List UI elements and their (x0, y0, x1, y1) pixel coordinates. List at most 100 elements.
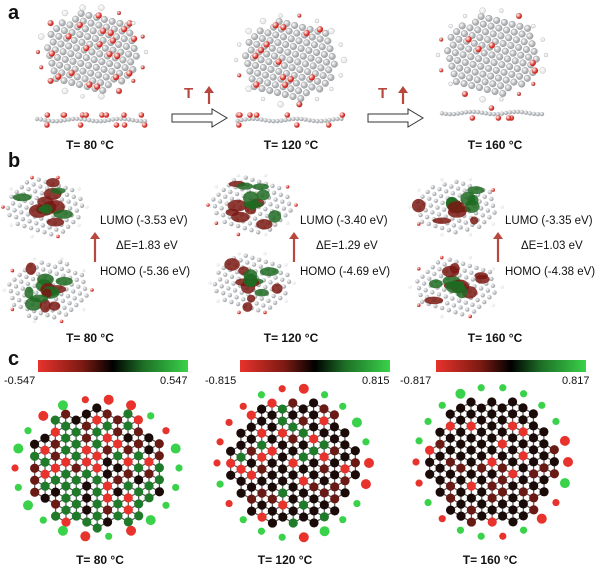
lumo-orbital-80-atom (7, 212, 12, 218)
molecule-a-80-edge-atom (131, 78, 136, 84)
homo-orbital-160-atom (416, 286, 422, 291)
charge-molecule-80-atom (51, 511, 61, 521)
charge-molecule-120-atom (226, 458, 236, 468)
molecule-a-80-edge-atom (80, 94, 85, 99)
charge-molecule-120-atom (319, 500, 329, 510)
lumo-orbital-160-atom (487, 215, 492, 220)
molecule-a-80-side-atom (46, 118, 52, 123)
molecule-a-160-carbon-atom (492, 66, 500, 74)
molecule-a-160-carbon-atom (525, 53, 533, 61)
charge-molecule-80-edge-atom (38, 410, 49, 421)
charge-molecule-120-atom (288, 410, 298, 420)
molecule-a-120-carbon-atom (289, 93, 297, 100)
lumo-orbital-120-atom (256, 179, 262, 185)
molecule-a-160-carbon-atom (497, 82, 505, 90)
molecule-a-160-carbon-atom (454, 57, 462, 64)
molecule-a-120-carbon-atom (265, 58, 273, 66)
molecule-a-120-carbon-atom (259, 64, 267, 71)
molecule-a-160-carbon-atom (474, 26, 482, 34)
molecule-a-120-carbon-atom (269, 73, 277, 81)
charge-molecule-120-atom (298, 428, 308, 438)
molecule-a-120-carbon-atom (254, 69, 262, 77)
molecule-a-160-carbon-atom (500, 18, 508, 26)
homo-orbital-120-lobe (246, 294, 256, 303)
molecule-a-120-side-atom (279, 118, 284, 123)
charge-molecule-160-atom (497, 475, 508, 485)
homo-orbital-160-lobe (456, 285, 468, 299)
lumo-orbital-80-atom (5, 206, 11, 211)
charge-molecule-80-atom (61, 469, 71, 479)
molecule-a-160-side-atom (483, 111, 489, 116)
molecule-a-120-oxygen-atom (252, 52, 259, 60)
charge-molecule-80-atom (71, 511, 81, 521)
lumo-orbital-120-lobe (252, 183, 269, 191)
charge-molecule-80-edge-atom (126, 400, 137, 411)
homo-orbital-160-atom (438, 273, 444, 279)
lumo-orbital-80-lobe (50, 187, 66, 194)
molecule-a-160-side-atom (539, 111, 545, 117)
molecule-a-80-carbon-atom (73, 44, 80, 52)
molecule-a-120-carbon-atom (267, 66, 275, 73)
lumo-orbital-80-edge-atom (85, 205, 89, 209)
molecule-a-160-carbon-atom (448, 62, 456, 70)
molecule-a-120-carbon-atom (328, 53, 336, 60)
lumo-orbital-120-atom (250, 177, 255, 182)
molecule-a-160-carbon-atom (494, 45, 502, 53)
charge-molecule-160-atom (518, 427, 528, 437)
molecule-a-160-carbon-atom (465, 45, 473, 53)
panel-c-letter: c (8, 348, 20, 370)
lumo-orbital-80-atom (54, 227, 59, 232)
molecule-a-80-carbon-atom (49, 38, 57, 46)
homo-orbital-80-atom (52, 264, 58, 270)
molecule-a-80-carbon-atom (57, 40, 65, 48)
charge-molecule-160-atom (497, 415, 507, 425)
charge-molecule-80-atom (82, 481, 92, 491)
homo-orbital-80-lobe (25, 262, 37, 275)
molecule-a-80-carbon-atom (68, 79, 76, 87)
charge-molecule-120-atom (246, 434, 256, 444)
lumo-orbital-80-lobe (46, 217, 65, 227)
lumo-orbital-120-edge-atom (294, 203, 298, 207)
homo-orbital-120-lobe (242, 302, 253, 312)
gap-label-120: ΔE=1.29 eV (316, 240, 378, 252)
charge-molecule-80-atom (71, 487, 81, 497)
lumo-orbital-160-atom (440, 200, 445, 206)
molecule-a-120-oxygen-atom (275, 58, 282, 65)
molecule-a-120-carbon-atom (298, 73, 306, 81)
charge-molecule-120-atom (247, 506, 257, 516)
molecule-a-160-carbon-atom (460, 30, 468, 38)
homo-orbital-160-atom (433, 303, 438, 309)
molecule-a-160-edge-atom (516, 91, 522, 97)
charge-molecule-160-edge-atom (415, 437, 423, 445)
lumo-orbital-80-atom (14, 189, 19, 195)
lumo-orbital-160-atom (480, 213, 485, 218)
lumo-orbital-160-edge-atom (500, 205, 504, 209)
homo-orbital-160-lobe (441, 265, 460, 278)
charge-molecule-80-atom (133, 463, 144, 473)
charge-molecule-120-edge-atom (213, 459, 221, 467)
molecule-a-160-side-atom (463, 110, 469, 115)
charge-molecule-80-atom (40, 493, 50, 503)
charge-molecule-80-atom (61, 409, 71, 419)
charge-molecule-160-atom (466, 433, 476, 443)
molecule-a-120-carbon-atom (258, 85, 266, 93)
homo-orbital-80-atom (70, 289, 76, 294)
charge-molecule-120-atom (288, 518, 298, 528)
molecule-a-160-edge-atom (531, 81, 536, 87)
lumo-orbital-120-atom (288, 208, 293, 213)
molecule-a-160-carbon-atom (499, 40, 507, 48)
charge-molecule-80-atom (92, 523, 102, 533)
charge-molecule-160-atom (549, 457, 559, 467)
scale-max-160: 0.817 (562, 375, 590, 387)
homo-orbital-80-atom (7, 282, 12, 287)
molecule-a-120-edge-atom (278, 13, 283, 18)
lumo-orbital-80-atom (65, 224, 71, 230)
charge-molecule-80-atom (113, 463, 123, 473)
homo-orbital-120-atom (281, 284, 287, 289)
lumo-orbital-80-atom (9, 194, 14, 199)
molecule-a-120-carbon-atom (284, 48, 292, 56)
charge-molecule-120-atom (267, 506, 277, 516)
lumo-orbital-160-lobe (467, 186, 485, 195)
molecule-a-80-oxygen-atom (107, 29, 114, 37)
lumo-orbital-80-atom (59, 197, 65, 202)
